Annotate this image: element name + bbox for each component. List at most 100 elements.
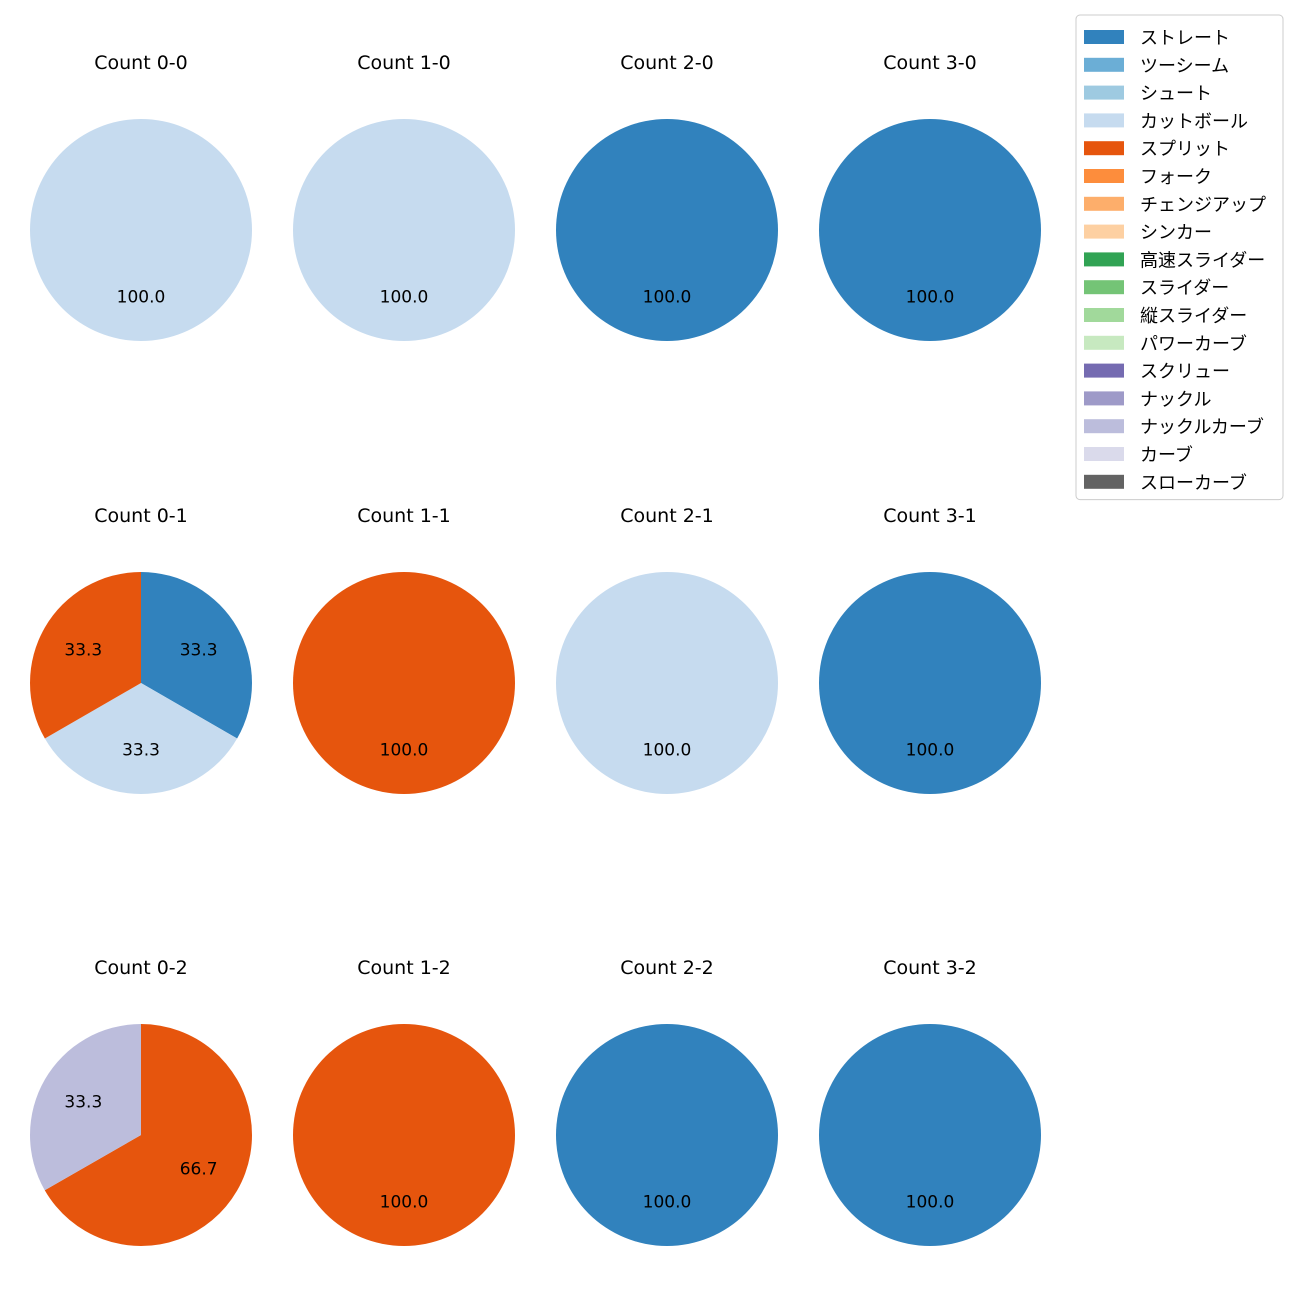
legend-swatch: [1084, 363, 1124, 378]
panel-title: Count 0-2: [94, 957, 188, 979]
slice-percent-label: 33.3: [64, 641, 102, 661]
legend-swatch: [1084, 252, 1124, 267]
legend-label: スプリット: [1140, 139, 1230, 160]
panel-title: Count 1-2: [357, 957, 451, 979]
legend-swatch: [1084, 113, 1124, 128]
panel-title: Count 3-1: [883, 505, 977, 527]
slice-percent-label: 100.0: [117, 288, 166, 308]
pie-slice: [556, 119, 778, 341]
legend-swatch: [1084, 391, 1124, 406]
legend-swatch: [1084, 85, 1124, 100]
legend-swatch: [1084, 57, 1124, 72]
legend-item: チェンジアップ: [1084, 195, 1266, 216]
pie-slice: [293, 119, 515, 341]
legend-label: ツーシーム: [1140, 56, 1229, 77]
legend-item: スクリュー: [1084, 362, 1230, 383]
pie-slice: [819, 572, 1041, 794]
slice-percent-label: 100.0: [906, 1193, 955, 1213]
slice-percent-label: 100.0: [906, 288, 955, 308]
slice-percent-label: 100.0: [643, 741, 692, 761]
legend-item: スローカーブ: [1084, 472, 1247, 494]
pie-slice: [556, 572, 778, 794]
legend-label: スローカーブ: [1140, 472, 1247, 494]
pie-panel: Count 2-2 100.0: [556, 957, 778, 1246]
panel-title: Count 0-1: [94, 505, 188, 527]
pie-slice: [30, 572, 142, 739]
legend-item: ナックルカーブ: [1084, 416, 1264, 438]
legend-label: スライダー: [1140, 278, 1229, 299]
legend-swatch: [1084, 419, 1124, 434]
legend-label: カーブ: [1140, 444, 1193, 466]
legend-item: ナックル: [1084, 389, 1211, 410]
legend-swatch: [1084, 169, 1124, 183]
legend-item: カットボール: [1084, 111, 1248, 132]
pie-panel: Count 1-0 100.0: [293, 52, 515, 341]
legend-item: パワーカーブ: [1084, 333, 1247, 355]
pie-slice: [30, 119, 252, 341]
legend-label: ナックルカーブ: [1140, 416, 1264, 438]
legend-item: 縦スライダー: [1084, 306, 1247, 327]
pie-panel: Count 3-0 100.0: [819, 52, 1041, 341]
pie-panels: Count 0-0 100.0 Count 1-0 100.0 Count 2-0 100…: [29, 52, 1041, 1246]
panel-title: Count 1-1: [357, 505, 451, 527]
legend-label: パワーカーブ: [1140, 333, 1247, 355]
pie-slice: [293, 572, 515, 794]
pie-panel: Count 0-0 100.0: [30, 52, 252, 341]
legend: ストレートツーシームシュートカットボールスプリットフォークチェンジアップシンカー…: [1075, 14, 1284, 501]
pie-slice: [819, 119, 1041, 341]
slice-percent-label: 100.0: [380, 288, 429, 308]
pie-panel: Count 0-2 66.7 33.3: [29, 957, 252, 1246]
legend-item: シュート: [1084, 84, 1212, 105]
panel-title: Count 1-0: [357, 52, 451, 74]
legend-swatch: [1084, 308, 1124, 322]
legend-label: ナックル: [1140, 389, 1211, 410]
legend-swatch: [1084, 474, 1124, 489]
pie-slice: [293, 1024, 515, 1246]
slice-percent-label: 100.0: [380, 1193, 429, 1213]
pie-slice: [29, 1024, 141, 1191]
legend-label: シュート: [1140, 84, 1212, 105]
legend-label: カットボール: [1140, 111, 1248, 132]
panel-title: Count 3-2: [883, 957, 977, 979]
legend-swatch: [1084, 280, 1124, 295]
pie-panel: Count 1-2 100.0: [293, 957, 515, 1246]
legend-label: シンカー: [1140, 223, 1212, 244]
pie-slice: [44, 1024, 252, 1246]
legend-item: シンカー: [1084, 223, 1212, 244]
slice-percent-label: 33.3: [64, 1093, 102, 1113]
legend-item: ツーシーム: [1084, 56, 1229, 77]
legend-swatch: [1084, 141, 1124, 156]
slice-percent-label: 33.3: [122, 741, 160, 761]
slice-percent-label: 100.0: [643, 288, 692, 308]
legend-frame: [1075, 14, 1284, 501]
slice-percent-label: 100.0: [906, 741, 955, 761]
panel-title: Count 2-0: [620, 52, 714, 74]
legend-swatch: [1084, 447, 1124, 461]
pie-panel: Count 2-1 100.0: [556, 505, 778, 794]
legend-swatch: [1084, 30, 1124, 44]
legend-item: ストレート: [1084, 28, 1230, 49]
legend-item: スプリット: [1084, 139, 1230, 160]
pie-panel: Count 3-2 100.0: [819, 957, 1041, 1246]
legend-label: スクリュー: [1140, 362, 1230, 383]
slice-percent-label: 100.0: [643, 1193, 692, 1213]
panel-title: Count 2-2: [620, 957, 714, 979]
legend-item: カーブ: [1084, 444, 1193, 466]
panel-title: Count 0-0: [94, 52, 188, 74]
panel-title: Count 3-0: [883, 52, 977, 74]
legend-item: 高速スライダー: [1084, 250, 1265, 271]
legend-swatch: [1084, 224, 1124, 239]
slice-percent-label: 100.0: [380, 741, 429, 761]
pie-slice: [819, 1024, 1041, 1246]
legend-swatch: [1084, 196, 1124, 211]
legend-label: チェンジアップ: [1140, 195, 1266, 216]
slice-percent-label: 66.7: [180, 1159, 218, 1179]
pie-panel: Count 1-1 100.0: [293, 505, 515, 794]
legend-label: 縦スライダー: [1140, 306, 1247, 327]
pie-panel: Count 2-0 100.0: [556, 52, 778, 341]
legend-label: 高速スライダー: [1140, 250, 1265, 271]
slice-percent-label: 33.3: [180, 641, 218, 661]
legend-label: フォーク: [1140, 167, 1212, 188]
pie-slice: [556, 1024, 778, 1246]
